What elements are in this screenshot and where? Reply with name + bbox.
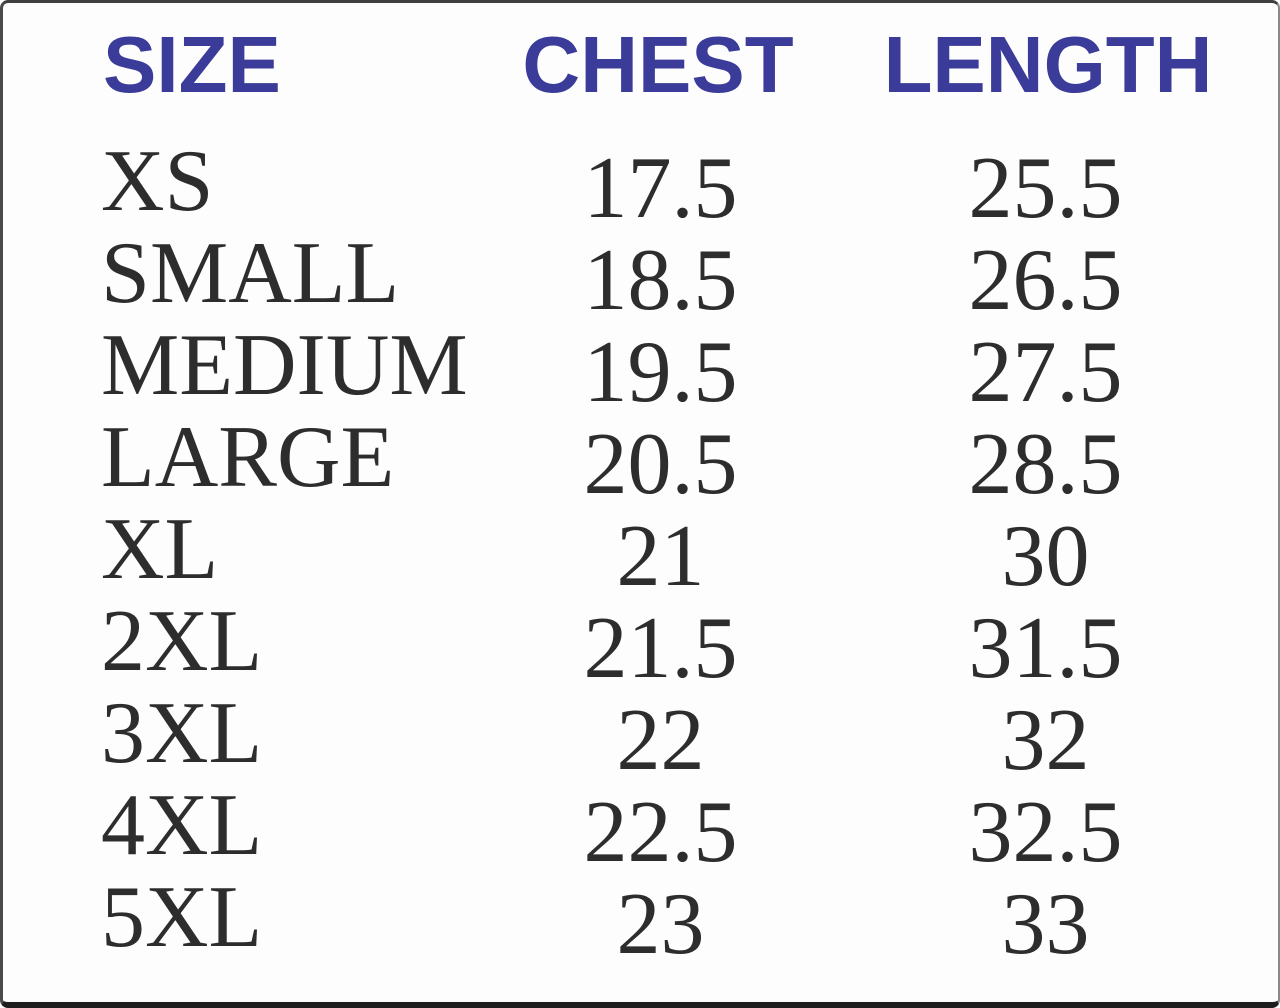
table-row: 2XL 21.5 31.5 <box>3 592 1278 694</box>
size-value: 5XL <box>101 868 263 966</box>
chest-value: 22 <box>616 691 705 789</box>
table-row: XL 21 30 <box>3 500 1278 602</box>
chest-value: 17.5 <box>583 139 738 237</box>
chest-value: 23 <box>616 875 705 973</box>
table-header: SIZE CHEST LENGTH <box>3 20 1278 109</box>
chest-value: 19.5 <box>583 323 738 421</box>
length-value: 32.5 <box>968 783 1123 881</box>
table-row: MEDIUM 19.5 27.5 <box>3 316 1278 418</box>
chest-value: 21 <box>616 507 705 605</box>
size-value: MEDIUM <box>101 316 468 414</box>
size-value: XS <box>101 132 214 230</box>
table-row: 5XL 23 33 <box>3 868 1278 970</box>
size-value: 2XL <box>101 592 263 690</box>
length-value: 25.5 <box>968 139 1123 237</box>
chest-value: 22.5 <box>583 783 738 881</box>
size-value: SMALL <box>101 224 400 322</box>
size-value: 3XL <box>101 684 263 782</box>
length-value: 30 <box>1001 507 1090 605</box>
chest-value: 20.5 <box>583 415 738 513</box>
size-value: 4XL <box>101 776 263 874</box>
length-value: 28.5 <box>968 415 1123 513</box>
table-row: LARGE 20.5 28.5 <box>3 408 1278 510</box>
length-value: 27.5 <box>968 323 1123 421</box>
table-body: XS 17.5 25.5 SMALL 18.5 26.5 MEDIUM 19.5 27.5 LAR… <box>3 132 1278 970</box>
table-row: 4XL 22.5 32.5 <box>3 776 1278 878</box>
length-value: 26.5 <box>968 231 1123 329</box>
chest-value: 21.5 <box>583 599 738 697</box>
length-value: 33 <box>1001 875 1090 973</box>
column-header-length: LENGTH <box>883 20 1213 109</box>
table-row: 3XL 22 32 <box>3 684 1278 786</box>
size-value: LARGE <box>101 408 395 506</box>
column-header-size: SIZE <box>103 20 281 109</box>
table-row: XS 17.5 25.5 <box>3 132 1278 234</box>
column-header-chest: CHEST <box>522 20 794 109</box>
length-value: 32 <box>1001 691 1090 789</box>
size-value: XL <box>101 500 219 598</box>
chest-value: 18.5 <box>583 231 738 329</box>
length-value: 31.5 <box>968 599 1123 697</box>
table-row: SMALL 18.5 26.5 <box>3 224 1278 326</box>
